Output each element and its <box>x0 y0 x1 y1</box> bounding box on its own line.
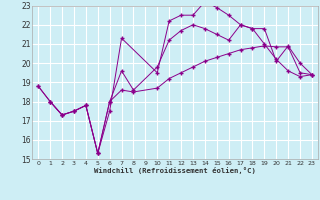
X-axis label: Windchill (Refroidissement éolien,°C): Windchill (Refroidissement éolien,°C) <box>94 167 256 174</box>
